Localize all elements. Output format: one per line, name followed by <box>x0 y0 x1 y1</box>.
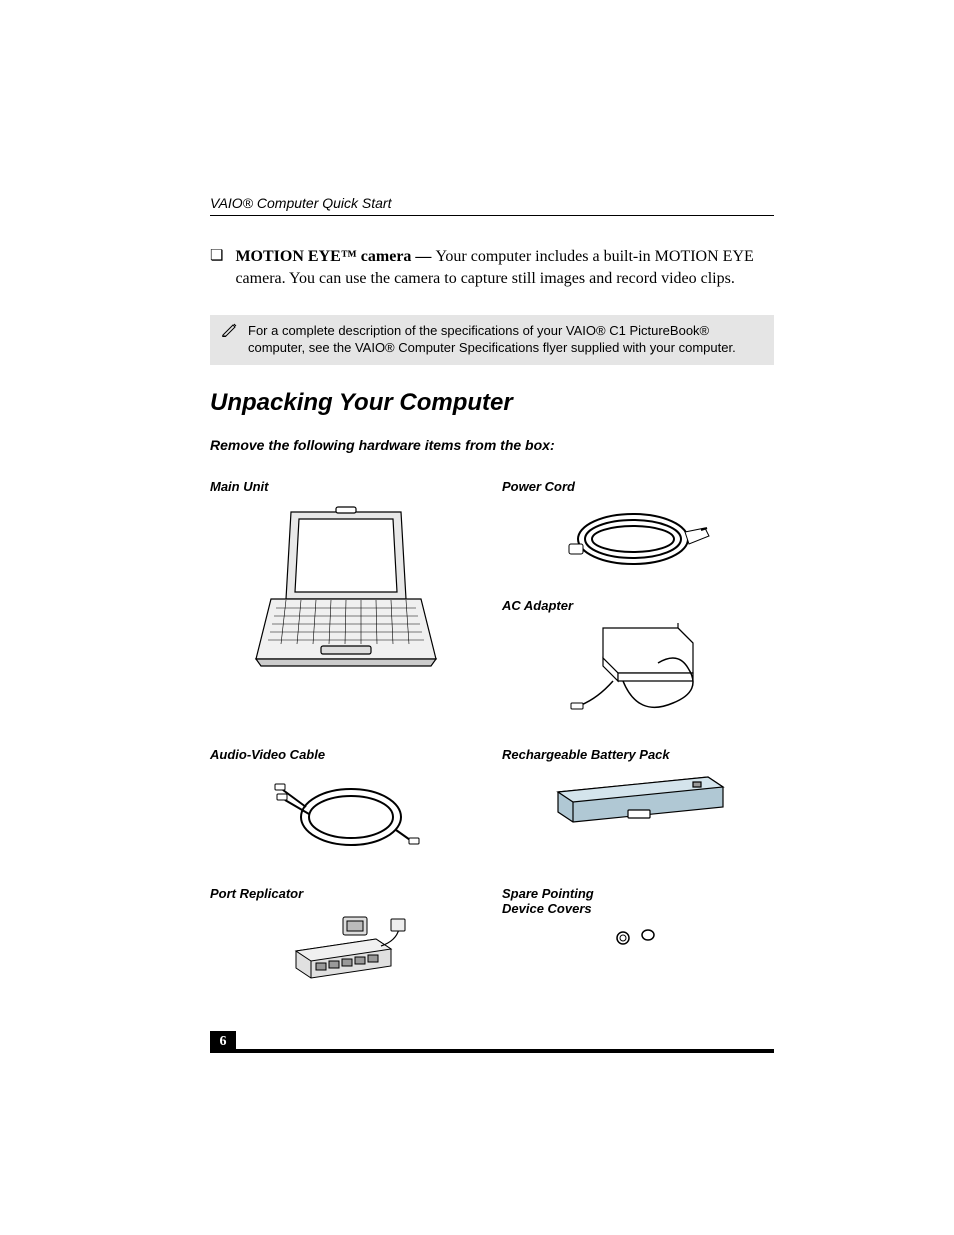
cell-port-replicator: Port Replicator <box>210 886 482 986</box>
label-spare-covers-line2: Device Covers <box>502 901 592 916</box>
laptop-icon <box>210 504 482 674</box>
section-subheading: Remove the following hardware items from… <box>210 437 774 453</box>
running-header: VAIO® Computer Quick Start <box>210 195 774 216</box>
pencil-note-icon <box>222 323 240 357</box>
footer-rule <box>236 1031 774 1053</box>
note-text: For a complete description of the specif… <box>248 323 762 357</box>
note-box: For a complete description of the specif… <box>210 315 774 365</box>
battery-icon <box>502 772 774 832</box>
label-av-cable: Audio-Video Cable <box>210 747 482 762</box>
label-ac-adapter: AC Adapter <box>502 598 774 613</box>
bullet-item: ❏ MOTION EYE™ camera — Your computer inc… <box>210 246 774 289</box>
hardware-grid: Main Unit <box>210 479 774 1010</box>
pointing-covers-icon <box>502 926 774 946</box>
label-main-unit: Main Unit <box>210 479 482 494</box>
page-number: 6 <box>210 1031 236 1053</box>
power-cord-icon <box>502 504 774 574</box>
cell-power-cord: Power Cord <box>502 479 774 574</box>
bullet-body: MOTION EYE™ camera — Your computer inclu… <box>235 246 774 289</box>
label-spare-covers-line1: Spare Pointing <box>502 886 594 901</box>
cell-main-unit: Main Unit <box>210 479 482 723</box>
ac-adapter-icon <box>502 623 774 723</box>
label-port-replicator: Port Replicator <box>210 886 482 901</box>
section-heading: Unpacking Your Computer <box>210 389 774 417</box>
label-power-cord: Power Cord <box>502 479 774 494</box>
label-spare-covers: Spare Pointing Device Covers <box>502 886 774 916</box>
port-replicator-icon <box>210 911 482 986</box>
label-battery: Rechargeable Battery Pack <box>502 747 774 762</box>
cell-av-cable: Audio-Video Cable <box>210 747 482 862</box>
bullet-title: MOTION EYE™ camera — <box>235 248 435 265</box>
av-cable-icon <box>210 772 482 862</box>
cell-ac-adapter: AC Adapter <box>502 598 774 723</box>
bullet-square-icon: ❏ <box>210 246 223 289</box>
cell-battery: Rechargeable Battery Pack <box>502 747 774 862</box>
cell-spare-covers: Spare Pointing Device Covers <box>502 886 774 986</box>
